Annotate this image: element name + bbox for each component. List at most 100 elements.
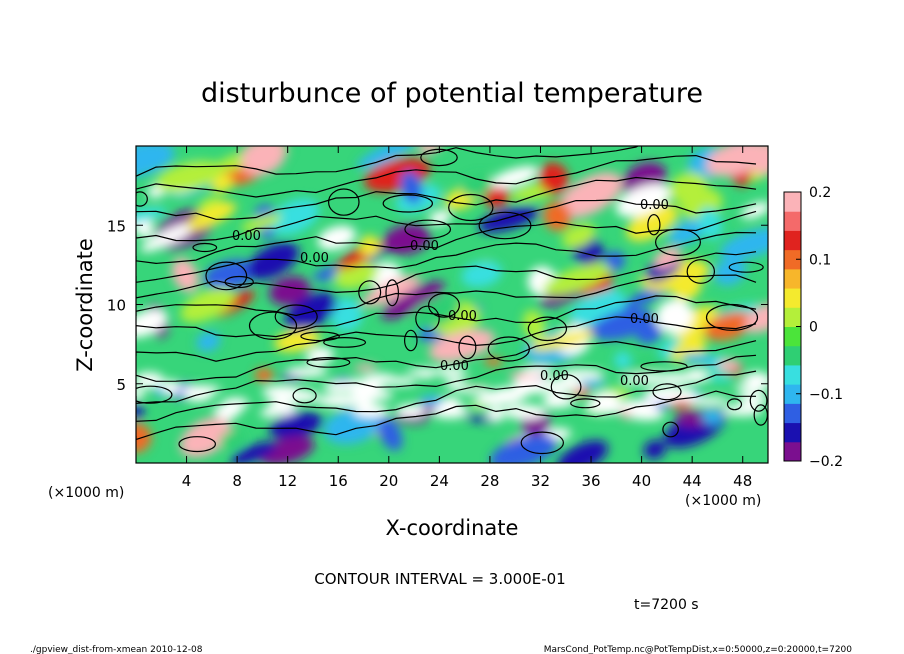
contour-loop — [458, 335, 477, 360]
y-tick-label: 5 — [116, 376, 126, 394]
contour-loop — [403, 329, 418, 352]
contour-loop — [428, 292, 461, 318]
contour-loop — [382, 194, 433, 213]
colorbar-tick-label: 0.2 — [809, 185, 831, 201]
contour-line — [136, 146, 640, 177]
contour-loop — [404, 219, 452, 239]
contour-line — [136, 354, 757, 405]
contour-loop — [306, 357, 351, 368]
contour-loop — [726, 398, 743, 411]
x-unit-left: (×1000 m) — [48, 485, 124, 501]
contour-line — [136, 251, 757, 299]
colorbar-swatch — [784, 326, 801, 347]
contour-line — [136, 199, 757, 242]
contour-loop — [662, 421, 679, 438]
contour-line — [136, 370, 757, 422]
contour-line — [136, 295, 757, 338]
plot-area — [136, 146, 768, 463]
contour-loop — [205, 261, 248, 291]
contour-loop — [327, 188, 360, 216]
colorbar-swatch — [784, 403, 801, 424]
contour-loop — [640, 361, 688, 372]
colorbar-tick-label: −0.2 — [809, 454, 843, 470]
x-tick-label: 44 — [683, 472, 702, 490]
contour-loop — [527, 316, 568, 342]
contour-label: 0.00 — [620, 374, 649, 389]
x-tick-label: 4 — [182, 472, 192, 490]
colorbar — [783, 191, 802, 462]
contour-loop — [550, 374, 582, 400]
contour-label: 0.00 — [300, 251, 329, 266]
colorbar-tick-label: 0.1 — [809, 252, 831, 268]
y-tick-label: 15 — [107, 217, 126, 235]
contour-loop — [652, 383, 682, 401]
contour-loop — [178, 436, 217, 453]
colorbar-swatch — [784, 211, 801, 231]
contour-label: 0.00 — [630, 312, 659, 327]
contour-line — [136, 154, 757, 198]
x-tick-label: 48 — [733, 472, 752, 490]
contour-loop — [520, 431, 565, 455]
x-tick-label: 36 — [581, 472, 600, 490]
contour-loop — [300, 331, 340, 342]
colorbar-swatch — [784, 288, 801, 308]
contour-loop — [385, 279, 399, 307]
contour-loop — [686, 259, 716, 284]
y-tick-label: 10 — [107, 297, 126, 315]
colorbar-swatch — [784, 249, 801, 270]
footer-left: ./gpview_dist-from-xmean 2010-12-08 — [30, 645, 203, 654]
contour-label: 0.00 — [540, 369, 569, 384]
colorbar-swatch — [784, 345, 801, 366]
contour-loop — [192, 242, 218, 253]
colorbar-swatch — [784, 268, 801, 289]
x-unit-right: (×1000 m) — [685, 493, 761, 509]
x-tick-label: 40 — [632, 472, 651, 490]
contour-interval: CONTOUR INTERVAL = 3.000E-01 — [314, 570, 565, 588]
time-label: t=7200 s — [634, 597, 699, 613]
contour-line — [136, 176, 757, 220]
colorbar-tick-label: −0.1 — [809, 387, 843, 403]
contour-loop — [358, 280, 382, 305]
x-axis-label: X-coordinate — [386, 516, 519, 540]
colorbar-swatch — [784, 441, 801, 462]
contour-label: 0.00 — [440, 359, 469, 374]
contour-line — [136, 316, 757, 362]
footer-right: MarsCond_PotTemp.nc@PotTempDist,x=0:5000… — [544, 645, 853, 654]
x-tick-label: 12 — [278, 472, 297, 490]
contour-loop — [323, 337, 367, 348]
colorbar-swatch — [784, 384, 801, 404]
contour-label: 0.00 — [232, 229, 261, 244]
colorbar-swatch — [784, 307, 801, 327]
x-tick-label: 8 — [232, 472, 242, 490]
x-tick-label: 20 — [379, 472, 398, 490]
contour-loop — [415, 305, 440, 332]
x-tick-label: 28 — [480, 472, 499, 490]
contour-loop — [487, 336, 530, 362]
contour-label: 0.00 — [448, 309, 477, 324]
contour-loop — [136, 191, 148, 207]
x-tick-label: 32 — [531, 472, 550, 490]
contour-loop — [136, 385, 173, 404]
contour-label: 0.00 — [640, 198, 669, 213]
chart-title: disturbunce of potential temperature — [201, 78, 703, 109]
contour-loop — [654, 228, 701, 256]
contour-loop — [448, 193, 494, 222]
y-axis-label: Z-coordinate — [73, 238, 97, 372]
contour-loop — [749, 389, 768, 412]
colorbar-tick-label: 0 — [809, 320, 818, 336]
contour-line — [136, 231, 757, 283]
colorbar-swatch — [784, 422, 801, 443]
colorbar-swatch — [784, 192, 801, 212]
contour-loop — [647, 213, 661, 236]
contour-loop — [570, 398, 601, 409]
contour-line — [136, 340, 757, 382]
colorbar-swatch — [784, 364, 801, 385]
contour-loop — [705, 303, 759, 331]
contour-loop — [248, 311, 298, 340]
contour-label: 0.00 — [410, 239, 439, 254]
colorbar-swatch — [784, 230, 801, 251]
contour-loop — [292, 387, 317, 404]
contour-loop — [224, 275, 254, 289]
x-tick-label: 16 — [329, 472, 348, 490]
